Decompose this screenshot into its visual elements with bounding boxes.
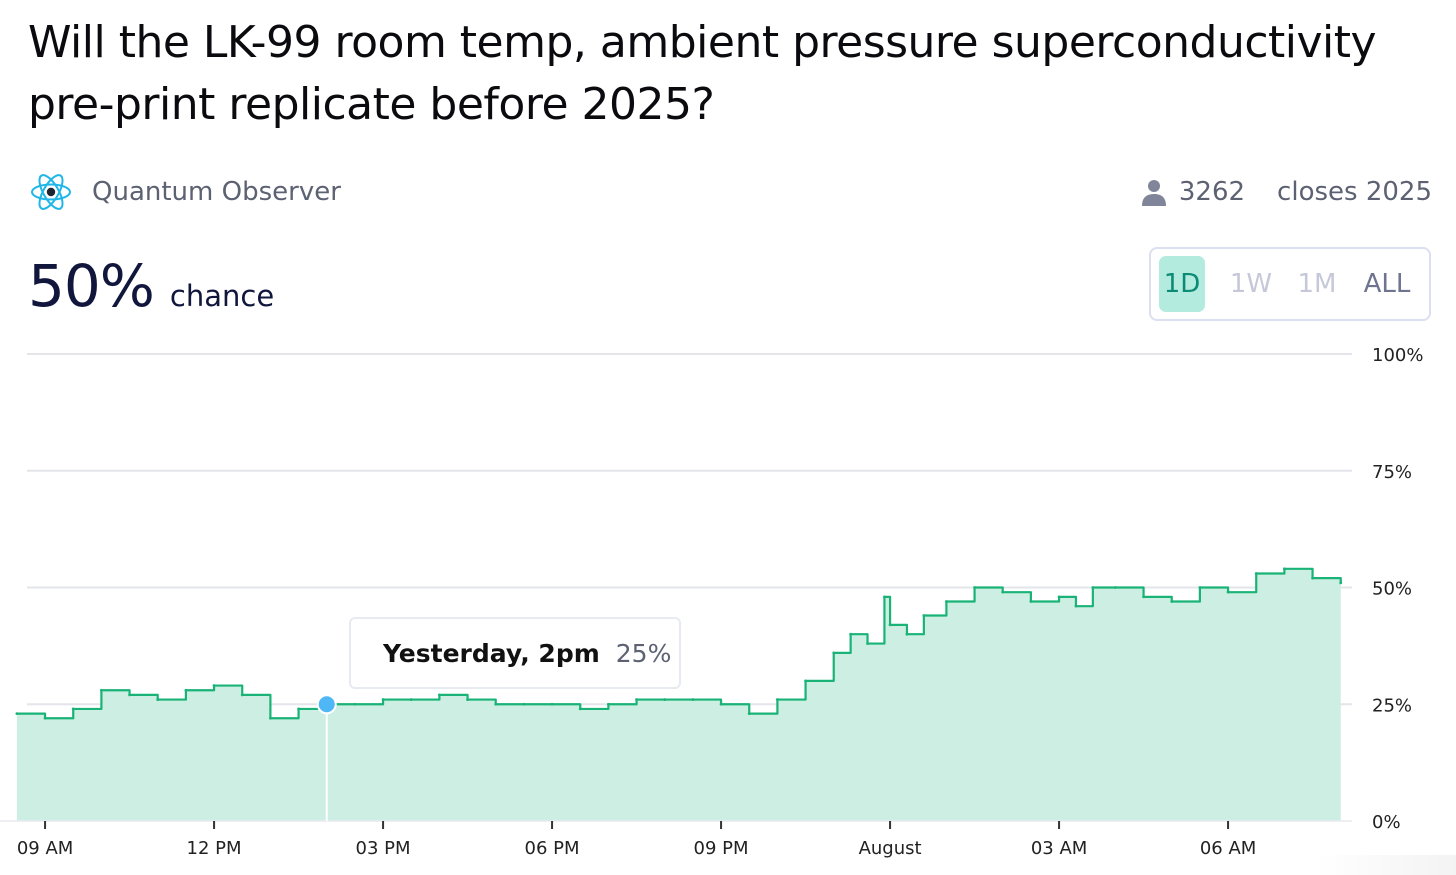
x-tick-label: 09 AM [17,838,73,859]
data-point [776,698,779,701]
data-point [849,632,853,636]
data-point [1339,581,1343,585]
probability-display: 50% chance [28,252,274,320]
tooltip-time: Yesterday, 2pm [383,638,600,668]
market-title-line-2: pre-print replicate before 2025? [28,79,715,130]
data-point [1091,586,1095,589]
data-point [883,595,886,599]
data-point [1001,590,1005,594]
data-point [1283,567,1286,571]
data-point [381,698,385,701]
data-point [1057,595,1061,599]
data-point [832,651,836,655]
range-1w-button[interactable]: 1W [1229,269,1273,299]
data-point [888,623,892,627]
market-meta: 3262 closes 2025 [1141,170,1432,214]
data-point [1311,576,1314,580]
data-point [1198,586,1202,589]
data-point [466,698,469,701]
hover-marker [316,694,337,715]
data-point [15,712,19,715]
data-point [128,693,131,697]
data-point [691,698,695,701]
data-point [635,698,638,701]
market-title-line-1: Will the LK-99 room temp, ambient pressu… [28,17,1377,68]
data-point [297,707,300,711]
data-point [1226,590,1230,594]
x-tick-label: 12 PM [187,838,242,859]
data-point [747,712,751,715]
person-icon [1141,180,1166,206]
series-line [16,567,1342,720]
y-tick-label: 0% [1372,812,1401,833]
data-point [212,684,216,687]
data-point [71,707,75,711]
data-point [1114,586,1117,589]
data-point [804,679,807,683]
range-1d-button[interactable]: 1D [1159,256,1205,312]
y-tick-label: 100% [1372,345,1423,366]
data-point [866,642,869,645]
data-point [1170,600,1174,603]
traders-count: 3262 [1178,177,1246,207]
series-area [16,568,1341,821]
x-tick-label: 09 PM [694,838,749,859]
data-point [409,698,413,701]
data-point [184,688,188,692]
bottom-fade [1316,855,1456,875]
data-point [269,716,272,720]
data-point [905,632,909,636]
data-point [973,586,976,589]
range-all-button[interactable]: ALL [1363,269,1411,299]
data-point [353,702,357,706]
time-range-selector: 1D 1W 1M ALL [1149,247,1431,321]
data-point [1029,600,1033,603]
data-point [719,702,723,706]
x-tick-label: 03 PM [356,838,411,859]
data-point [156,698,160,701]
data-point [100,688,103,692]
tooltip-value: 25% [615,638,672,668]
chart-tooltip: Yesterday, 2pm 25% [349,617,681,689]
market-title: Will the LK-99 room temp, ambient pressu… [28,12,1428,136]
data-point [1142,595,1145,599]
x-tick-label: 03 AM [1031,838,1087,859]
data-point [578,707,582,711]
probability-label: chance [169,279,275,313]
data-point [438,693,441,697]
creator-name[interactable]: Quantum Observer [92,177,341,207]
y-tick-label: 25% [1372,695,1412,716]
y-tick-label: 75% [1372,462,1412,483]
x-tick-label: 06 PM [525,838,580,859]
data-point [494,702,498,706]
data-point [43,716,47,720]
data-point [240,693,244,697]
probability-value: 50% [28,252,155,320]
x-tick-label: 06 AM [1200,838,1256,859]
probability-chart[interactable]: 0% 25% 50% 75% 100% 09 AM 12 PM 03 PM 06 PM 09 PM… [0,330,1456,875]
range-1m-button[interactable]: 1M [1297,269,1337,299]
data-point [663,698,667,701]
y-tick-label: 50% [1372,579,1412,600]
x-tick-label: August [859,838,922,859]
data-point [1074,604,1078,608]
data-point [1254,572,1258,575]
data-point [522,702,526,706]
creator-info[interactable]: Quantum Observer [30,170,341,214]
data-point [607,702,610,706]
data-point [945,600,948,603]
data-point [550,702,554,706]
data-point [922,614,926,617]
atom-icon [31,174,71,210]
close-date: closes 2025 [1277,177,1432,207]
